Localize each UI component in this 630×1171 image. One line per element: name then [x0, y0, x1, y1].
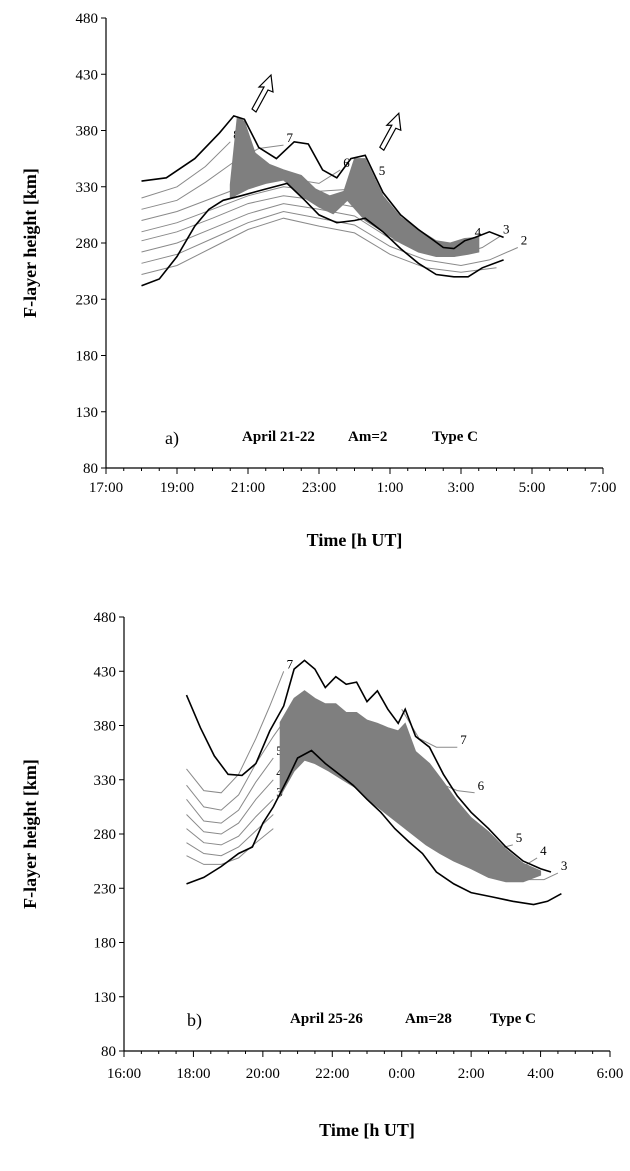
- model-curve: [141, 210, 519, 267]
- panel-label: b): [187, 1010, 202, 1031]
- curve-label: 6: [478, 778, 485, 793]
- curve-label: 3: [503, 221, 510, 236]
- x-tick-label: 4:00: [527, 1066, 554, 1082]
- shaded-region: [279, 690, 542, 883]
- x-tick-label: 5:00: [519, 480, 546, 496]
- y-tick-label: 480: [94, 610, 117, 626]
- x-tick-label: 21:00: [231, 480, 265, 496]
- curve-label: 3: [276, 784, 283, 799]
- model-curve: [186, 757, 274, 824]
- y-tick-label: 180: [94, 936, 117, 952]
- y-tick-label: 380: [76, 124, 99, 140]
- y-tick-label: 180: [76, 349, 99, 365]
- panel-label: a): [165, 428, 179, 449]
- uplift-arrow: [379, 111, 402, 152]
- curve-label: 5: [379, 163, 386, 178]
- y-tick-label: 80: [83, 461, 98, 477]
- model-curve: [186, 716, 288, 811]
- x-tick-label: 6:00: [597, 1066, 624, 1082]
- model-curve: [186, 814, 274, 857]
- x-tick-label: 19:00: [160, 480, 194, 496]
- y-tick-label: 380: [94, 719, 117, 735]
- model-curve: [186, 798, 274, 846]
- y-tick-label: 130: [76, 405, 99, 421]
- x-tick-label: 7:00: [590, 480, 617, 496]
- shaded-region: [229, 116, 480, 257]
- x-tick-label: 20:00: [246, 1066, 280, 1082]
- model-curve: [141, 144, 284, 210]
- annotation: Am=28: [405, 1011, 452, 1027]
- y-tick-label: 330: [94, 773, 117, 789]
- annotation: Am=2: [348, 429, 387, 445]
- model-curve: [141, 217, 497, 275]
- x-axis-title: Time [h UT]: [307, 530, 403, 550]
- x-tick-label: 3:00: [448, 480, 475, 496]
- y-axis-title: F-layer height [km]: [20, 759, 40, 909]
- curve-label: 7: [287, 656, 294, 671]
- uplift-arrow: [251, 73, 274, 113]
- y-tick-label: 80: [101, 1044, 116, 1060]
- y-tick-label: 280: [94, 827, 117, 843]
- y-tick-label: 430: [76, 67, 99, 83]
- curve-label: 2: [521, 233, 528, 248]
- model-curve: [186, 828, 274, 865]
- x-tick-label: 0:00: [388, 1066, 415, 1082]
- y-tick-label: 330: [76, 180, 99, 196]
- annotation: Type C: [432, 429, 478, 445]
- x-axis-title: Time [h UT]: [319, 1120, 415, 1140]
- curve-label: 6: [343, 155, 350, 170]
- x-tick-label: 17:00: [89, 480, 123, 496]
- model-curve: [186, 671, 285, 794]
- x-tick-label: 1:00: [377, 480, 404, 496]
- x-tick-label: 22:00: [315, 1066, 349, 1082]
- curve-label: 4: [475, 225, 482, 240]
- lower-envelope: [141, 182, 504, 287]
- y-tick-label: 230: [94, 881, 117, 897]
- model-curve: [186, 779, 274, 835]
- panel-b-chart: 80 130 180 230 280 330 380 430 480 16:00 18:00 20:0…: [20, 610, 623, 1140]
- annotation: April 25-26: [290, 1011, 363, 1027]
- annotation: Type C: [490, 1011, 536, 1027]
- curve-label: 5: [516, 830, 523, 845]
- y-tick-label: 430: [94, 664, 117, 680]
- curve-label: 4: [540, 843, 547, 858]
- x-tick-label: 2:00: [458, 1066, 485, 1082]
- y-tick-label: 480: [76, 11, 99, 27]
- annotation: April 21-22: [242, 429, 315, 445]
- curve-label: 7: [460, 732, 467, 747]
- curve-label: 3: [561, 858, 568, 873]
- x-tick-label: 18:00: [176, 1066, 210, 1082]
- y-tick-label: 230: [76, 292, 99, 308]
- upper-envelope: [185, 659, 552, 873]
- y-tick-label: 280: [76, 236, 99, 252]
- curve-label: 5: [276, 743, 283, 758]
- x-tick-label: 16:00: [107, 1066, 141, 1082]
- y-tick-label: 130: [94, 990, 117, 1006]
- model-curve: [141, 141, 231, 199]
- y-axis-title: F-layer height [km]: [20, 168, 40, 318]
- x-tick-label: 23:00: [302, 480, 336, 496]
- upper-envelope: [141, 114, 504, 250]
- curve-label: 7: [287, 130, 294, 145]
- lower-envelope: [186, 749, 562, 906]
